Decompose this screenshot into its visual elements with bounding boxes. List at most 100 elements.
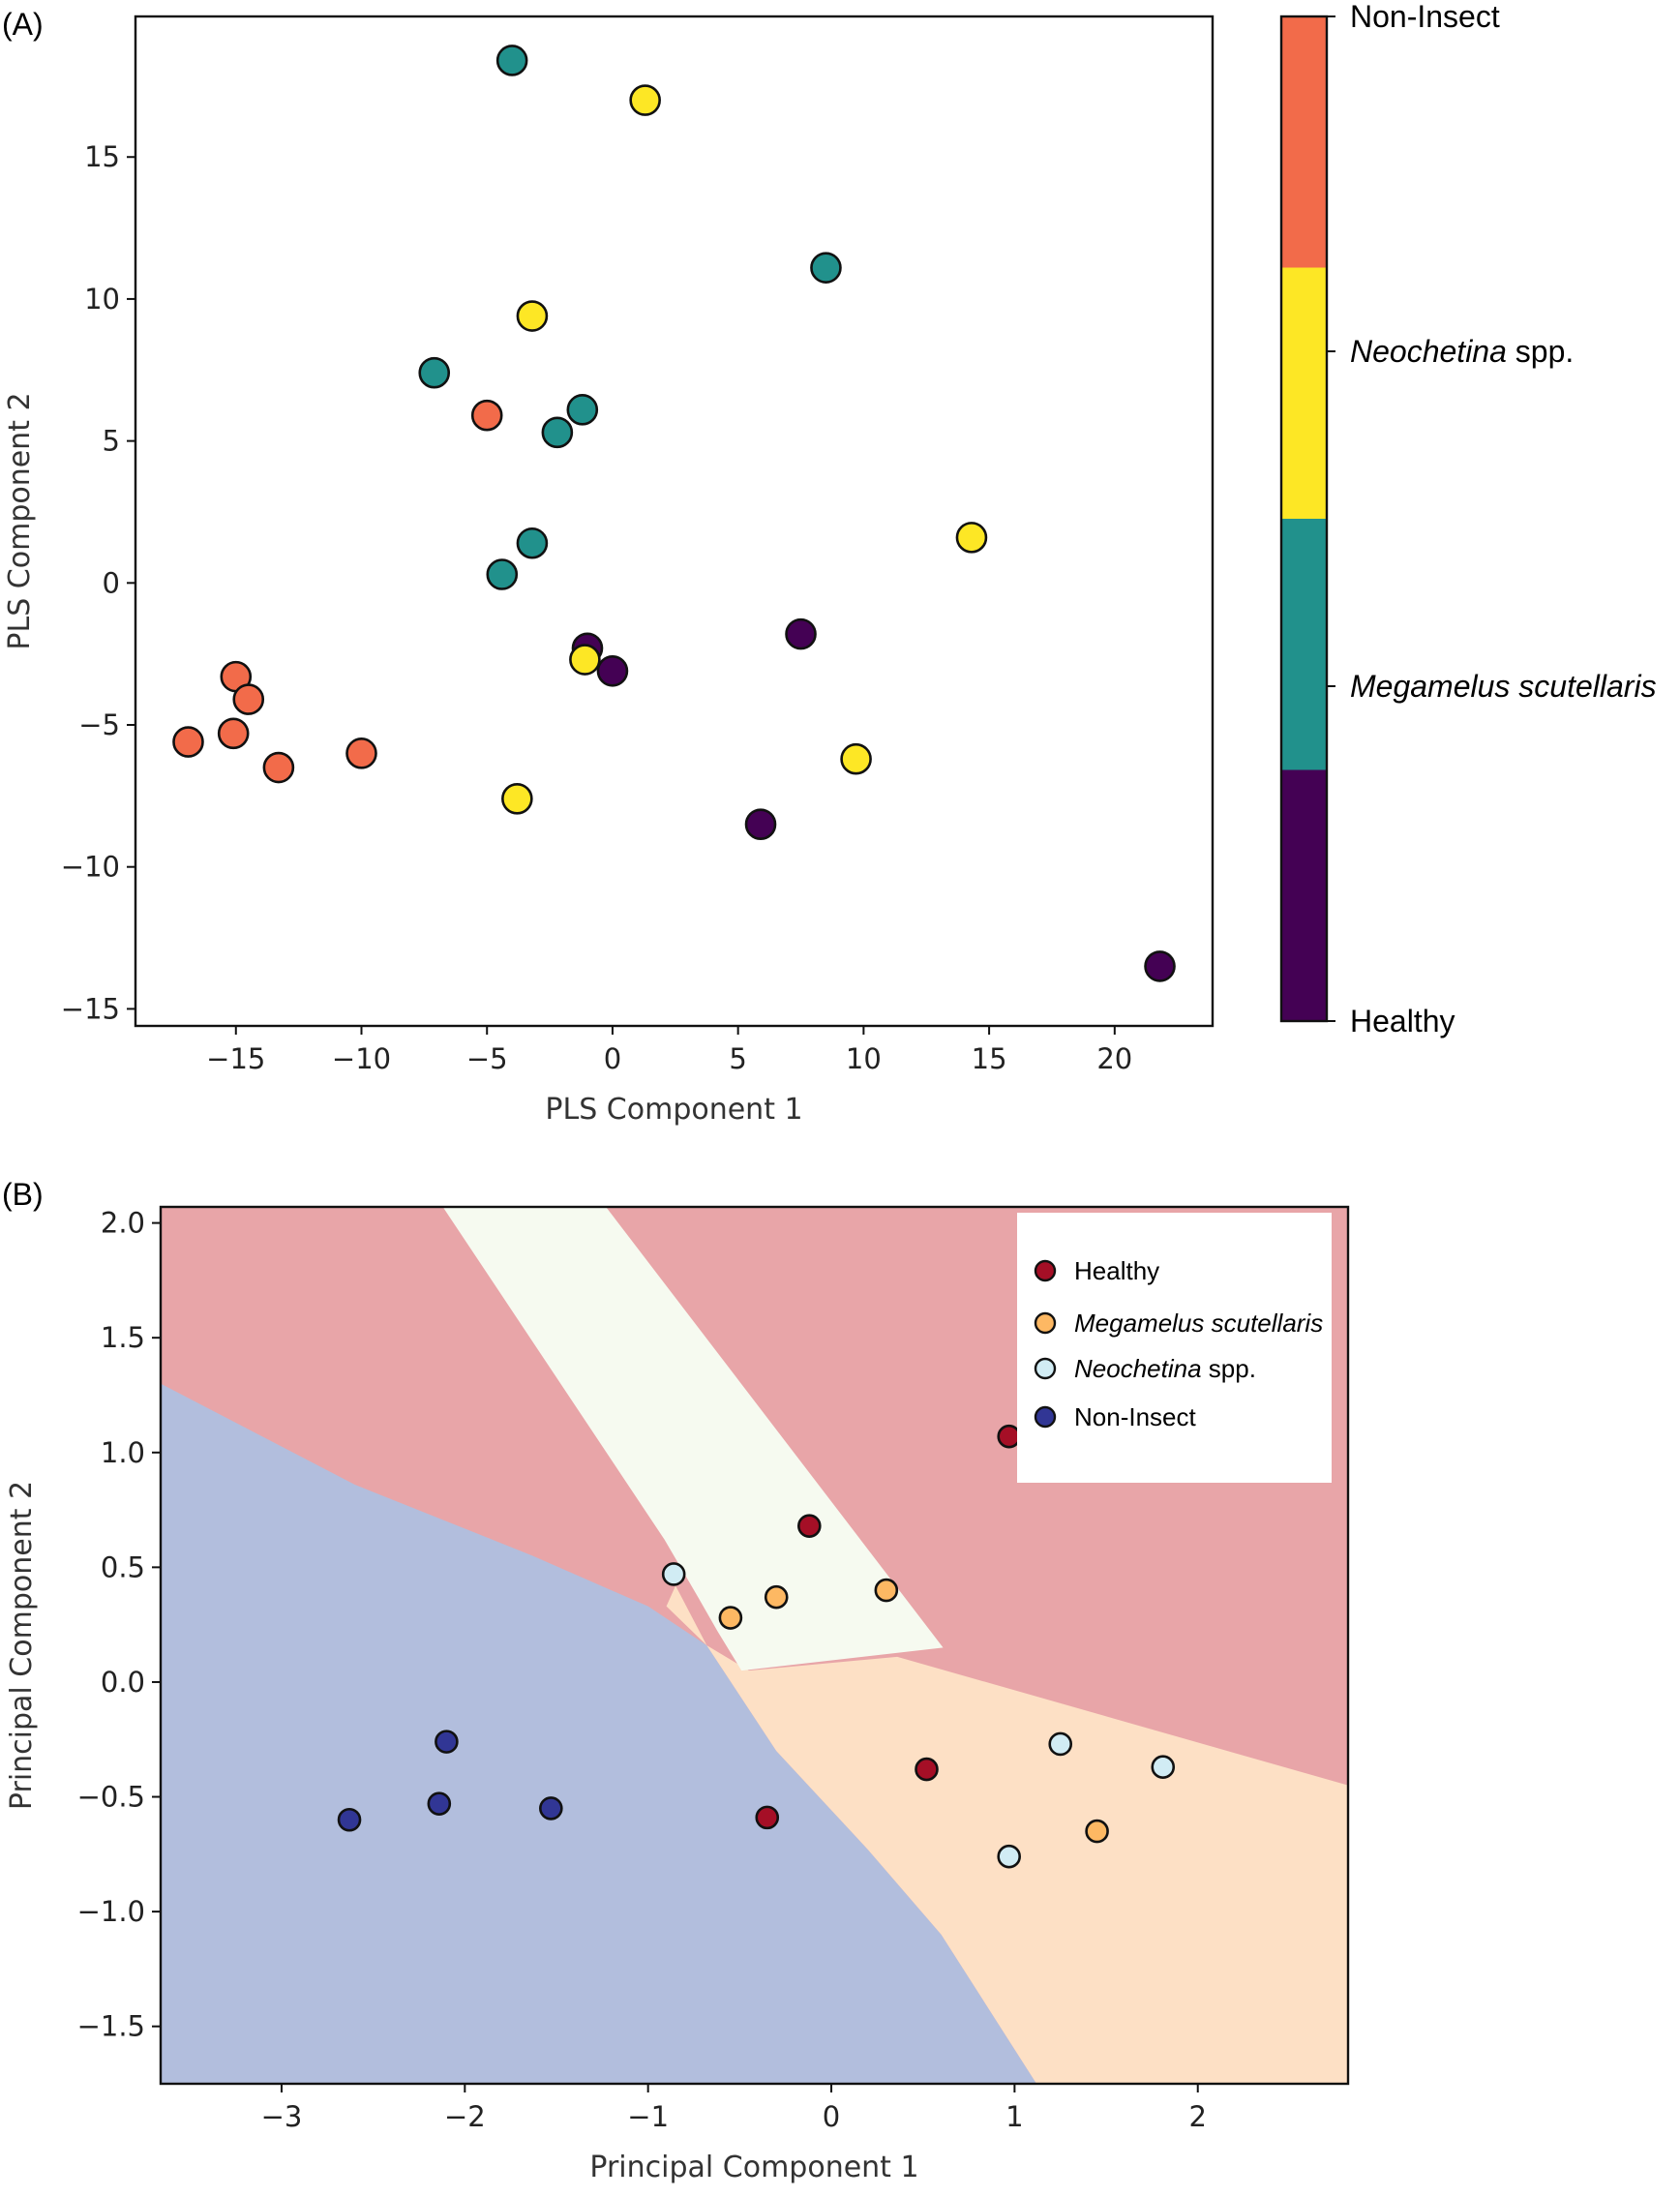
legend-item: Neochetina spp. (1034, 1354, 1256, 1383)
data-point (997, 1424, 1021, 1449)
data-point (337, 1807, 362, 1832)
data-point (470, 399, 503, 432)
y-axis-label: PLS Component 2 (3, 392, 37, 649)
data-point (262, 751, 295, 784)
data-point (955, 522, 988, 554)
y-tick-label: −15 (61, 992, 120, 1025)
x-tick-label: −1 (627, 2100, 669, 2133)
data-point (495, 45, 528, 76)
legend-marker (1034, 1311, 1057, 1335)
region-megamelus-scutellaris (666, 1585, 1348, 2084)
colorbar-label: Non-Insect (1350, 0, 1500, 34)
data-point (840, 742, 872, 775)
data-point (172, 726, 204, 758)
x-tick-label: 2 (1189, 2100, 1207, 2133)
x-tick-label: −10 (332, 1042, 391, 1075)
data-point (427, 1791, 452, 1816)
y-tick-label: 10 (84, 283, 120, 316)
y-tick-label: 5 (103, 425, 120, 458)
data-point (797, 1514, 822, 1538)
colorbar-frame (1279, 15, 1329, 1023)
panel-a-label: (A) (2, 7, 44, 42)
data-point (516, 300, 549, 332)
x-tick-label: −15 (206, 1042, 265, 1075)
x-tick-label: 10 (846, 1042, 882, 1075)
y-tick-label: 2.0 (101, 1207, 145, 1240)
legend-label: Non-Insect (1074, 1402, 1196, 1431)
data-point (1085, 1819, 1109, 1844)
data-point (501, 782, 533, 815)
y-tick-label: −5 (78, 708, 120, 741)
data-point (541, 416, 574, 449)
y-tick-label: −1.0 (77, 1895, 145, 1928)
region-neochetina-spp- (442, 1207, 944, 1671)
data-point (516, 527, 549, 559)
data-point (435, 1730, 459, 1754)
colorbar-label: Healthy (1350, 1004, 1455, 1038)
y-axis-label: Principal Component 2 (5, 1481, 39, 1810)
region-non-insect (161, 1383, 1037, 2084)
legend-item: Healthy (1034, 1256, 1159, 1285)
legend-marker (1034, 1357, 1057, 1380)
colorbar-label: Neochetina spp. (1350, 334, 1574, 369)
legend-label: Megamelus scutellaris (1074, 1309, 1323, 1338)
colorbar-segment (1281, 519, 1327, 770)
data-point (566, 394, 599, 426)
data-point (874, 1578, 899, 1603)
x-tick-label: 0 (604, 1042, 621, 1075)
colorbar-segment (1281, 267, 1327, 520)
data-point (997, 1844, 1021, 1869)
legend-label: Neochetina spp. (1074, 1354, 1256, 1383)
y-tick-label: 1.0 (101, 1436, 145, 1469)
colorbar-segment (1281, 16, 1327, 268)
data-point (785, 617, 817, 650)
x-axis-label: PLS Component 1 (545, 1093, 802, 1127)
data-point (1048, 1731, 1073, 1757)
axes-frame (134, 15, 1215, 1028)
data-point (569, 644, 601, 676)
data-point (418, 356, 451, 389)
data-point (810, 252, 842, 284)
colorbar: Non-Insect Neochetina spp. Megamelus scute… (1279, 0, 1657, 1038)
x-axis-label: Principal Component 1 (589, 2151, 918, 2184)
y-tick-label: 1.5 (101, 1321, 145, 1354)
y-tick-label: 0.0 (101, 1666, 145, 1699)
y-tick-label: 0.5 (101, 1550, 145, 1583)
data-point (596, 654, 629, 687)
data-point (629, 84, 661, 116)
data-point (744, 808, 777, 840)
y-tick-label: −0.5 (77, 1781, 145, 1814)
legend: Healthy Megamelus scutellaris Neochetina s… (1017, 1213, 1332, 1483)
x-tick-label: 5 (729, 1042, 746, 1075)
panel-a-chart: −15 −10 −5 0 5 10 15 20 −15 −10 −5 0 5 10 15 PLS Compon… (3, 0, 1657, 1127)
panel-b-chart: −3 −2 −1 0 1 2 −1.5 −1.0 −0.5 0.0 0.5 1.0 1.5 2.0 Prin… (5, 1205, 1350, 2184)
axes-frame (159, 1205, 1350, 2086)
y-tick-label: 15 (84, 140, 120, 173)
y-tick-label: 0 (103, 566, 120, 599)
x-tick-label: 1 (1005, 2100, 1023, 2133)
data-point (232, 683, 265, 715)
data-point (1151, 1755, 1176, 1780)
x-tick-label: −3 (261, 2100, 303, 2133)
data-point (915, 1757, 939, 1782)
data-point (539, 1796, 563, 1821)
y-tick-label: −10 (61, 851, 120, 884)
y-tick-label: −1.5 (77, 2010, 145, 2043)
x-tick-label: 15 (972, 1042, 1007, 1075)
data-point (755, 1805, 780, 1830)
data-point (764, 1584, 789, 1610)
x-tick-label: 0 (823, 2100, 840, 2133)
data-point (345, 737, 377, 769)
x-tick-label: 20 (1096, 1042, 1132, 1075)
colorbar-label: Megamelus scutellaris (1350, 669, 1657, 704)
data-point (661, 1562, 686, 1586)
data-point (1144, 950, 1176, 982)
x-tick-label: −5 (466, 1042, 508, 1075)
legend-item: Non-Insect (1034, 1402, 1196, 1431)
panel-b-label: (B) (2, 1177, 44, 1212)
data-point (217, 717, 250, 750)
data-point (718, 1606, 743, 1630)
legend-box (1017, 1213, 1332, 1483)
legend-item: Megamelus scutellaris (1034, 1309, 1323, 1338)
